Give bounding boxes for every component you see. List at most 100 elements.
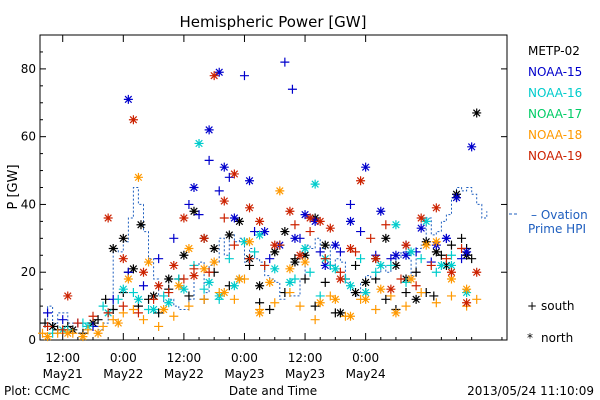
north-marker — [169, 260, 179, 270]
north-marker — [300, 250, 310, 260]
north-marker — [174, 281, 184, 291]
north-marker — [376, 260, 386, 270]
south-marker — [411, 281, 421, 291]
north-marker — [63, 328, 73, 338]
y-tick-label: 20 — [21, 265, 36, 279]
north-marker — [472, 267, 482, 277]
south-marker — [431, 298, 441, 308]
north-marker — [335, 308, 345, 318]
north-marker — [446, 274, 456, 284]
south-marker — [133, 308, 143, 318]
north-marker — [118, 233, 128, 243]
north-marker — [351, 288, 361, 298]
north-marker — [199, 233, 209, 243]
north-marker — [361, 288, 371, 298]
south-marker — [381, 294, 391, 304]
south-marker — [386, 260, 396, 270]
south-marker — [103, 308, 113, 318]
north-marker — [462, 247, 472, 257]
south-marker — [154, 308, 164, 318]
plot-frame — [39, 34, 508, 341]
south-marker — [315, 247, 325, 257]
plot-credit: Plot: CCMC — [4, 384, 70, 398]
x-tick-date-label: May23 — [224, 367, 264, 381]
south-marker — [149, 294, 159, 304]
south-marker — [436, 250, 446, 260]
south-marker — [287, 84, 297, 94]
y-axis-label: P [GW] — [6, 164, 21, 209]
north-marker — [280, 227, 290, 237]
north-marker — [411, 294, 421, 304]
north-marker — [179, 250, 189, 260]
south-marker — [53, 328, 63, 338]
north-marker — [345, 281, 355, 291]
x-tick-time-label: 0:00 — [352, 351, 379, 365]
north-marker — [361, 277, 371, 287]
north-marker — [310, 216, 320, 226]
south-marker — [356, 254, 366, 264]
south-marker — [229, 240, 239, 250]
south-marker — [245, 254, 255, 264]
south-marker — [73, 318, 83, 328]
north-marker — [310, 179, 320, 189]
north-marker — [43, 332, 53, 342]
north-marker — [123, 274, 133, 284]
legend: METP-02 NOAA-15 NOAA-16 NOAA-17 NOAA-18 NOAA-… — [509, 44, 588, 345]
north-marker — [320, 240, 330, 250]
south-marker — [128, 288, 138, 298]
north-marker — [391, 220, 401, 230]
north-marker — [462, 298, 472, 308]
south-marker — [457, 233, 467, 243]
north-marker — [345, 216, 355, 226]
south-marker — [381, 220, 391, 230]
x-axis: 12:00 May21 0:00 May22 12:00 May22 0:00 May23 12… — [43, 35, 503, 381]
plot-timestamp: 2013/05/24 11:10:09 — [467, 384, 594, 398]
x-tick-time-label: 0:00 — [231, 351, 258, 365]
north-marker — [406, 274, 416, 284]
legend-entry: NOAA-19 — [528, 149, 582, 163]
marker-legend-label: north — [541, 331, 573, 345]
south-marker — [43, 321, 53, 331]
south-marker — [199, 294, 209, 304]
south-marker — [88, 311, 98, 321]
south-marker — [184, 291, 194, 301]
north-marker — [275, 186, 285, 196]
south-marker — [101, 294, 111, 304]
south-marker — [194, 210, 204, 220]
x-tick-time-label: 12:00 — [167, 351, 202, 365]
x-tick-time-label: 0:00 — [110, 351, 137, 365]
north-marker — [204, 277, 214, 287]
south-marker — [138, 315, 148, 325]
chart-title: Hemispheric Power [GW] — [180, 13, 367, 31]
south-marker — [310, 315, 320, 325]
north-marker — [391, 250, 401, 260]
south-marker — [229, 294, 239, 304]
north-marker — [209, 71, 219, 81]
north-marker — [441, 233, 451, 243]
south-marker — [320, 254, 330, 264]
south-marker — [305, 227, 315, 237]
south-marker — [138, 281, 148, 291]
north-marker — [138, 267, 148, 277]
south-marker — [290, 220, 300, 230]
south-marker — [401, 277, 411, 287]
south-marker — [128, 305, 138, 314]
north-marker — [255, 308, 265, 318]
south-marker — [184, 199, 194, 209]
north-marker — [219, 288, 229, 298]
south-marker — [446, 240, 456, 250]
series-noaa-18 — [38, 172, 482, 342]
north-marker — [133, 294, 143, 304]
south-marker — [401, 301, 411, 311]
north-marker — [416, 223, 426, 233]
north-marker — [270, 264, 280, 274]
legend-entry: METP-02 — [528, 44, 580, 58]
north-marker — [285, 277, 295, 287]
north-marker — [320, 260, 330, 270]
south-marker — [280, 57, 290, 67]
south-marker — [83, 325, 93, 335]
north-marker — [356, 176, 366, 186]
north-marker — [108, 244, 118, 253]
south-marker — [416, 288, 426, 298]
